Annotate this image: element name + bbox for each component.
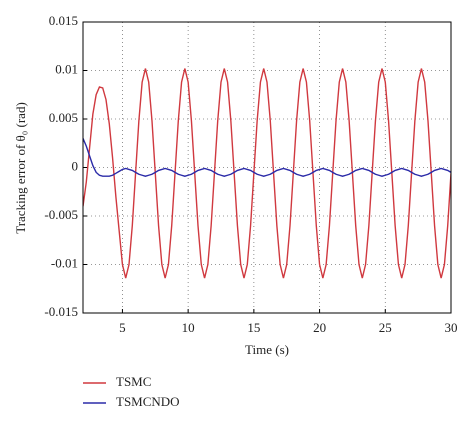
x-tick-label: 10 <box>182 320 195 335</box>
y-tick-label: 0.005 <box>49 110 78 125</box>
x-tick-label: 25 <box>379 320 392 335</box>
y-tick-label: 0 <box>72 158 79 173</box>
x-axis-label: Time (s) <box>245 342 289 357</box>
y-tick-label: -0.005 <box>44 207 78 222</box>
legend-label: TSMC <box>116 374 151 389</box>
x-tick-label: 20 <box>313 320 326 335</box>
x-tick-label: 30 <box>445 320 458 335</box>
y-axis-label: Tracking error of θ₀ (rad) <box>13 102 28 234</box>
data-line <box>83 138 451 177</box>
y-tick-label: 0.01 <box>55 61 78 76</box>
data-line <box>83 68 451 279</box>
x-tick-label: 15 <box>247 320 260 335</box>
y-tick-label: 0.015 <box>49 13 78 28</box>
legend-label: TSMCNDO <box>116 394 180 409</box>
plot-frame <box>82 21 452 314</box>
x-tick-label: 5 <box>119 320 126 335</box>
y-tick-label: -0.01 <box>51 255 78 270</box>
y-tick-label: -0.015 <box>44 304 78 319</box>
